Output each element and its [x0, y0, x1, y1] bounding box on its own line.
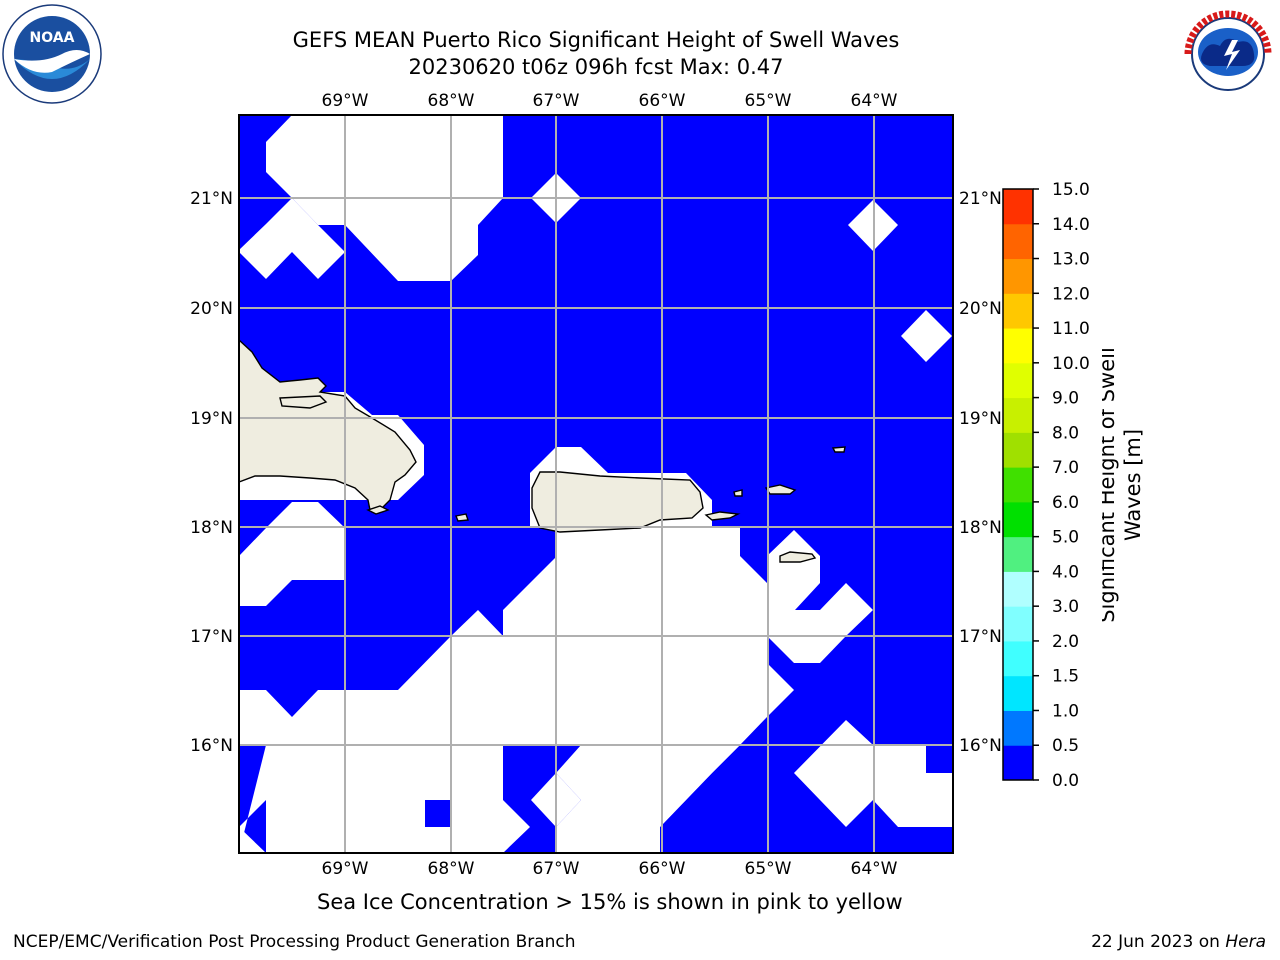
colorbar-tick-label: 10.0 [1052, 354, 1090, 374]
colorbar-tick-label: 0.0 [1052, 771, 1079, 791]
colorbar-frame [1002, 188, 1034, 781]
colorbar-swatch [1003, 710, 1033, 746]
colorbar-label: Significant Height of Swell Waves [m] [1102, 347, 1145, 623]
footnote: Sea Ice Concentration > 15% is shown in … [240, 890, 1040, 914]
colorbar-swatch [1003, 745, 1033, 781]
st-croix-land [779, 551, 817, 563]
lon-label: 69°W [322, 859, 369, 879]
lat-label: 18°N [959, 518, 1002, 538]
colorbar-tick-label: 11.0 [1052, 319, 1090, 339]
colorbar-swatch [1003, 432, 1033, 468]
lat-label: 20°N [190, 299, 233, 319]
lat-label: 19°N [959, 409, 1002, 429]
colorbar-tick-label: 5.0 [1052, 528, 1079, 548]
vieques-land [704, 511, 741, 521]
lon-labels-top: 69°W 68°W 67°W 66°W 65°W 64°W [322, 91, 898, 111]
colorbar-swatch [1003, 223, 1033, 260]
chart-subtitle: 20230620 t06z 096h fcst Max: 0.47 [408, 55, 784, 79]
hispaniola-islet [279, 395, 328, 409]
lat-label: 16°N [190, 736, 233, 756]
lon-labels-bottom: 69°W 68°W 67°W 66°W 65°W 64°W [322, 859, 898, 879]
colorbar-label-line2: Waves [m] [1121, 429, 1145, 541]
colorbar-ticks: 0.0 0.5 1.0 1.5 2.0 3.0 4.0 5.0 6.0 7.0 8.0 9.0 10.0… [1033, 180, 1090, 791]
lat-label: 21°N [190, 189, 233, 209]
colorbar-tick-label: 2.0 [1052, 632, 1079, 652]
lat-label: 21°N [959, 189, 1002, 209]
footer-host: Hera [1225, 932, 1266, 952]
lon-label: 65°W [745, 859, 792, 879]
lon-label: 64°W [851, 91, 898, 111]
noaa-logo-text: NOAA [30, 30, 75, 46]
colorbar-swatch [1003, 362, 1033, 399]
colorbar-tick-label: 8.0 [1052, 423, 1079, 443]
footer-date: 22 Jun 2023 on Hera [1091, 932, 1266, 952]
colorbar-tick-label: 4.0 [1052, 562, 1079, 582]
lat-label: 17°N [959, 627, 1002, 647]
colorbar-tick-label: 0.5 [1052, 736, 1079, 756]
noaa-logo-icon: NOAA [2, 4, 102, 104]
lon-label: 68°W [428, 859, 475, 879]
colorbar-tick-label: 1.0 [1052, 701, 1079, 721]
colorbar-label-line1: Significant Height of Swell [1102, 347, 1119, 623]
lat-labels-left: 21°N 20°N 19°N 18°N 17°N 16°N [190, 189, 233, 756]
colorbar-tick-label: 9.0 [1052, 389, 1079, 409]
colorbar-swatch [1003, 258, 1033, 294]
lon-label: 67°W [533, 91, 580, 111]
lon-label: 66°W [639, 91, 686, 111]
lon-label: 64°W [851, 859, 898, 879]
colorbar-swatch [1003, 467, 1033, 503]
colorbar-swatch [1003, 640, 1033, 677]
culebra-land [733, 489, 743, 497]
colorbar-swatch [1003, 675, 1033, 711]
lat-label: 17°N [190, 627, 233, 647]
map-gridlines [239, 115, 953, 853]
chart-title: GEFS MEAN Puerto Rico Significant Height… [292, 28, 900, 52]
footer-date-text: 22 Jun 2023 on [1091, 932, 1220, 952]
colorbar-swatch [1003, 328, 1033, 364]
mona-island-land [455, 513, 469, 522]
colorbar-swatch [1003, 606, 1033, 642]
colorbar-swatch [1003, 501, 1033, 538]
lat-label: 19°N [190, 409, 233, 429]
nws-logo-icon [1180, 6, 1276, 102]
puerto-rico-land [531, 471, 704, 533]
sea-ice-note: Sea Ice Concentration > 15% is shown in … [317, 890, 903, 914]
colorbar-swatch [1003, 189, 1033, 225]
lon-label: 66°W [639, 859, 686, 879]
colorbar [1003, 189, 1033, 781]
lat-label: 18°N [190, 518, 233, 538]
lon-label: 69°W [322, 91, 369, 111]
colorbar-tick-label: 14.0 [1052, 215, 1090, 235]
lon-label: 68°W [428, 91, 475, 111]
lon-label: 67°W [533, 859, 580, 879]
land-masses [238, 338, 846, 563]
colorbar-tick-label: 15.0 [1052, 180, 1090, 200]
colorbar-tick-label: 6.0 [1052, 493, 1079, 513]
footer-producer: NCEP/EMC/Verification Post Processing Pr… [13, 932, 576, 952]
lon-label: 65°W [745, 91, 792, 111]
colorbar-tick-label: 12.0 [1052, 284, 1090, 304]
colorbar-tick-label: 7.0 [1052, 458, 1079, 478]
map-frame [238, 114, 954, 854]
colorbar-swatch [1003, 397, 1033, 433]
hispaniola-land [238, 338, 417, 511]
beata-land [366, 505, 390, 515]
virgin-islands-land [764, 484, 797, 495]
anegada-land [831, 446, 846, 453]
colorbar-swatch [1003, 293, 1033, 329]
colorbar-swatch [1003, 536, 1033, 572]
colorbar-tick-label: 3.0 [1052, 597, 1079, 617]
lat-label: 20°N [959, 299, 1002, 319]
lat-label: 16°N [959, 736, 1002, 756]
colorbar-tick-label: 1.5 [1052, 667, 1079, 687]
colorbar-tick-label: 13.0 [1052, 250, 1090, 270]
colorbar-swatch [1003, 571, 1033, 607]
lat-labels-right: 21°N 20°N 19°N 18°N 17°N 16°N [959, 189, 1002, 756]
